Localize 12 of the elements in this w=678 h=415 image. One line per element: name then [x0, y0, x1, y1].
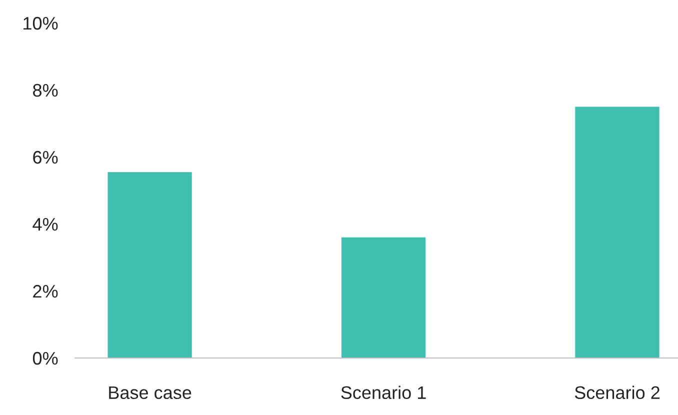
y-tick-label: 6%: [33, 150, 58, 164]
bar: [575, 106, 660, 358]
bar: [341, 237, 426, 358]
y-tick-label: 0%: [32, 352, 58, 365]
bar: [108, 172, 192, 358]
x-tick-label: Scenario 1: [341, 386, 426, 400]
y-tick-label: 8%: [33, 84, 58, 97]
x-tick-label: Scenario 2: [574, 386, 660, 400]
y-tick-label: 4%: [32, 218, 58, 231]
x-tick-label: Base case: [109, 386, 192, 400]
y-tick-label: 2%: [33, 284, 58, 298]
y-tick-label: 10%: [24, 16, 58, 30]
